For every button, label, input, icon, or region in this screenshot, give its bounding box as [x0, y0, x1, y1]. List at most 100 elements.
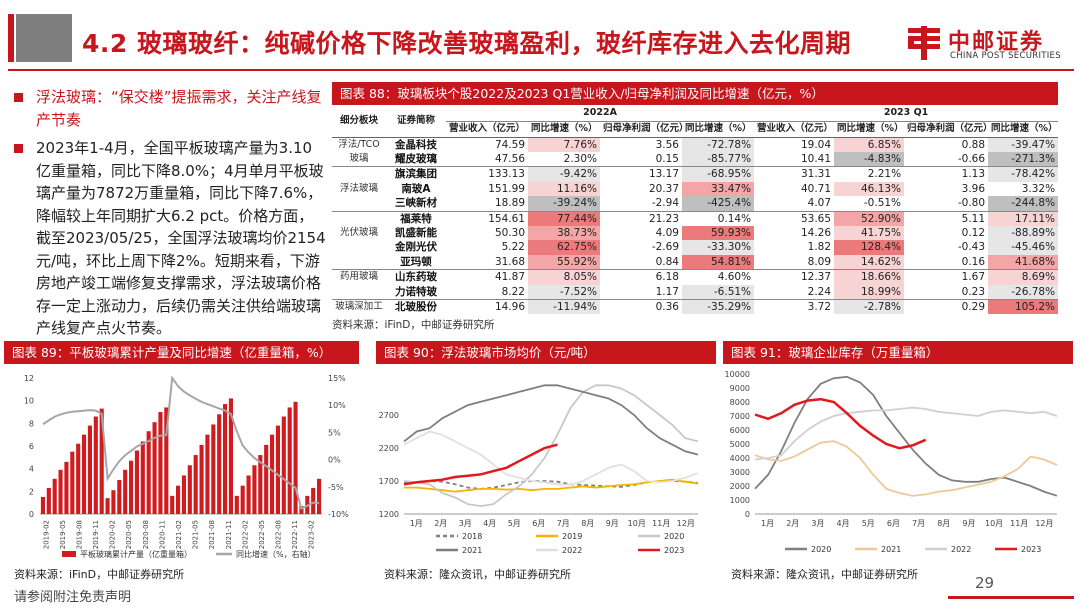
- bar: [287, 407, 292, 514]
- bar: [217, 414, 222, 514]
- table-cell: 19.04: [800, 138, 832, 151]
- y-tick-label: 4000: [730, 454, 750, 463]
- x-tick-label: 11月: [1010, 519, 1028, 528]
- x-tick-label: 9月: [962, 519, 975, 528]
- yoy-line: [42, 375, 320, 511]
- table-cell: 8.05%: [528, 269, 600, 285]
- x-tick-label: 2019-05: [59, 520, 67, 549]
- figure-89-source: 资料来源：iFinD，中邮证券研究所: [14, 568, 185, 581]
- table-cell: -271.3%: [988, 151, 1059, 167]
- table-cell: -425.4%: [682, 196, 755, 212]
- table-cell: -78.42%: [988, 166, 1059, 182]
- bar: [105, 498, 110, 514]
- table-cell: 74.59: [494, 138, 525, 151]
- row-group: [332, 210, 386, 226]
- row-group: [332, 196, 386, 211]
- series-line-2023: [754, 397, 927, 450]
- row-group: [332, 166, 386, 182]
- bar: [240, 485, 245, 514]
- figure-90-source: 资料来源：隆众资讯，中邮证券研究所: [384, 568, 571, 581]
- table-cell: 8.69%: [988, 269, 1059, 285]
- legend-label-2023: 2023: [664, 546, 684, 555]
- y-tick-label: 3000: [730, 468, 750, 477]
- x-tick-label: 2021-05: [192, 520, 200, 549]
- table-cell: -244.8%: [988, 196, 1059, 212]
- row-stock-name: 南玻A: [401, 182, 431, 195]
- x-tick-label: 2020-11: [158, 520, 166, 549]
- y-right-tick-label: 10%: [328, 401, 346, 410]
- table-cell: -2.94: [651, 197, 679, 210]
- table-cell: -45.46%: [988, 240, 1059, 255]
- table-cell: -72.78%: [682, 137, 755, 152]
- financials-table: 细分板块 证券简称 2022A 2023 Q1 营业收入（亿元） 同比增速（%）…: [332, 105, 1059, 315]
- bar: [158, 412, 163, 514]
- table-cell: 4.60%: [682, 269, 755, 285]
- bar: [152, 422, 157, 514]
- table-row: 金刚光伏 5.22 62.75% -2.69 -33.30% 1.82 128.4% -0.4…: [332, 240, 1059, 255]
- logo-text-en: CHINA POST SECURITIES: [950, 51, 1061, 61]
- table-cell: 5.11: [904, 210, 989, 226]
- y-tick-label: 5000: [730, 440, 750, 449]
- bar: [134, 450, 139, 514]
- y-left-tick-label: 4: [29, 465, 34, 474]
- x-tick-label: 8月: [581, 519, 594, 528]
- table-cell: 41.87: [446, 269, 528, 285]
- y-tick-label: 1700: [379, 477, 399, 486]
- legend-label-2019: 2019: [562, 532, 582, 541]
- table-cell: 128.4%: [834, 240, 905, 255]
- y-tick-label: 1200: [379, 510, 399, 519]
- table-cell: 31.68: [494, 255, 525, 268]
- bar: [170, 495, 175, 514]
- col-np-header: 归母净利润（亿元）: [904, 121, 993, 138]
- row-stock-name: 亚玛顿: [400, 255, 432, 268]
- production-chart: 0 2 4 6 8 10 12 -10% -5% 0% 5% 10% 15% 2019-02 2019-05…: [24, 374, 349, 559]
- company-logo: 中邮证券 CHINA POST SECURITIES: [904, 22, 1074, 66]
- table-cell: 46.13%: [834, 181, 905, 197]
- table-cell: 8.09: [807, 255, 832, 268]
- bar: [52, 478, 57, 514]
- bar: [181, 475, 186, 514]
- summary-bullets: 浮法玻璃：“保交楼”提振需求，关注产线复产节奏 2023年1-4月，全国平板玻璃…: [12, 86, 327, 340]
- table-cell: 5.22: [501, 241, 525, 254]
- table-cell: 0.14%: [682, 210, 755, 226]
- row-stock-name: 三峡新材: [395, 197, 437, 210]
- x-tick-label: 2023-02: [308, 520, 316, 549]
- series-line-2022: [754, 406, 1058, 461]
- bullet-square-icon: [14, 144, 23, 153]
- table-cell: -26.78%: [988, 284, 1059, 300]
- table-cell: 10.41: [800, 152, 832, 165]
- table-cell: 41.75%: [834, 225, 905, 241]
- table-cell: -0.43: [957, 241, 986, 254]
- row-group: 光伏玻璃: [339, 226, 378, 238]
- table-cell: 3.72: [754, 298, 835, 315]
- x-tick-label: 3月: [459, 519, 472, 528]
- table-cell: 154.61: [446, 210, 528, 226]
- table-cell: 3.96: [961, 182, 986, 195]
- y-tick-label: 2700: [379, 411, 399, 420]
- figure-88-source: 资料来源：iFinD，中邮证券研究所: [332, 319, 495, 332]
- table-cell: 1.13: [904, 166, 989, 182]
- series-line-2021: [754, 440, 1058, 497]
- x-tick-label: 2022-11: [291, 520, 299, 549]
- x-tick-label: 1月: [410, 519, 423, 528]
- col-yoy-header: 同比增速（%）: [988, 121, 1059, 138]
- bar: [87, 425, 92, 514]
- row-group: 浮法/TCO: [338, 138, 380, 150]
- legend-label-2018: 2018: [462, 532, 482, 541]
- y-left-tick-label: 10: [24, 397, 34, 406]
- y-tick-label: 7000: [730, 412, 750, 421]
- table-body: 浮法/TCO 金晶科技 74.59 7.76% 3.56 -72.78% 19.04 6.85…: [332, 137, 1059, 315]
- row-stock-name: 耀皮玻璃: [395, 152, 437, 165]
- bar: [123, 469, 128, 514]
- bar: [146, 431, 151, 514]
- table-cell: 1.82: [807, 241, 832, 254]
- x-tick-label: 2021-08: [208, 520, 216, 549]
- bar: [129, 460, 134, 514]
- x-tick-label: 2020-05: [125, 520, 133, 549]
- row-group: 药用玻璃: [332, 269, 386, 285]
- x-tick-label: 7月: [557, 519, 570, 528]
- table-cell: -4.83%: [834, 151, 905, 167]
- bullet-heading: 浮法玻璃：“保交楼”提振需求，关注产线复产节奏: [12, 86, 327, 131]
- bar: [317, 478, 322, 514]
- table-row: 玻璃 耀皮玻璃 47.56 2.30% 0.15 -85.77% 10.41 -4.83% -0…: [332, 151, 1059, 167]
